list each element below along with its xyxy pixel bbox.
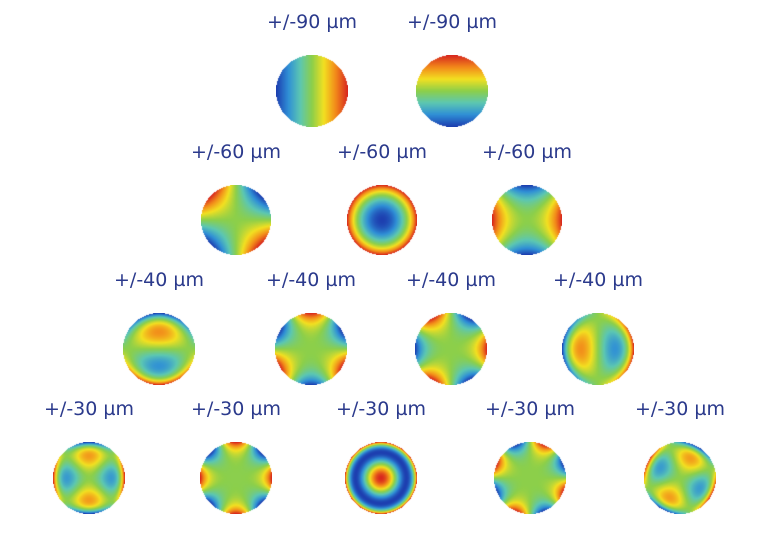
wavefront-map	[345, 442, 417, 514]
wavefront-map	[53, 442, 125, 514]
wavefront-map	[492, 185, 562, 255]
wavefront-map	[275, 313, 347, 385]
mode-range-label: +/-60 µm	[482, 141, 572, 163]
mode-range-label: +/-40 µm	[553, 269, 643, 291]
mode-range-label: +/-60 µm	[337, 141, 427, 163]
zernike-mode: +/-30 µm	[311, 397, 451, 514]
wavefront-map	[562, 313, 634, 385]
zernike-mode: +/-60 µm	[457, 140, 597, 255]
zernike-mode: +/-40 µm	[381, 268, 521, 385]
mode-range-label: +/-30 µm	[191, 398, 281, 420]
zernike-mode: +/-30 µm	[460, 397, 600, 514]
wavefront-map	[201, 185, 271, 255]
zernike-mode: +/-40 µm	[241, 268, 381, 385]
zernike-mode: +/-90 µm	[242, 10, 382, 127]
mode-range-label: +/-60 µm	[191, 141, 281, 163]
mode-range-label: +/-30 µm	[635, 398, 725, 420]
wavefront-map	[276, 55, 348, 127]
zernike-mode: +/-40 µm	[89, 268, 229, 385]
wavefront-map	[200, 442, 272, 514]
wavefront-map	[644, 442, 716, 514]
mode-range-label: +/-30 µm	[44, 398, 134, 420]
wavefront-map	[347, 185, 417, 255]
wavefront-map	[494, 442, 566, 514]
zernike-mode: +/-40 µm	[528, 268, 668, 385]
mode-range-label: +/-30 µm	[336, 398, 426, 420]
zernike-mode: +/-30 µm	[166, 397, 306, 514]
wavefront-map	[123, 313, 195, 385]
zernike-mode: +/-60 µm	[166, 140, 306, 255]
zernike-mode: +/-30 µm	[610, 397, 750, 514]
zernike-mode: +/-60 µm	[312, 140, 452, 255]
mode-range-label: +/-40 µm	[266, 269, 356, 291]
mode-range-label: +/-40 µm	[406, 269, 496, 291]
zernike-mode: +/-90 µm	[382, 10, 522, 127]
mode-range-label: +/-40 µm	[114, 269, 204, 291]
mode-range-label: +/-90 µm	[407, 11, 497, 33]
mode-range-label: +/-30 µm	[485, 398, 575, 420]
zernike-mode: +/-30 µm	[19, 397, 159, 514]
mode-range-label: +/-90 µm	[267, 11, 357, 33]
wavefront-map	[416, 55, 488, 127]
wavefront-map	[415, 313, 487, 385]
